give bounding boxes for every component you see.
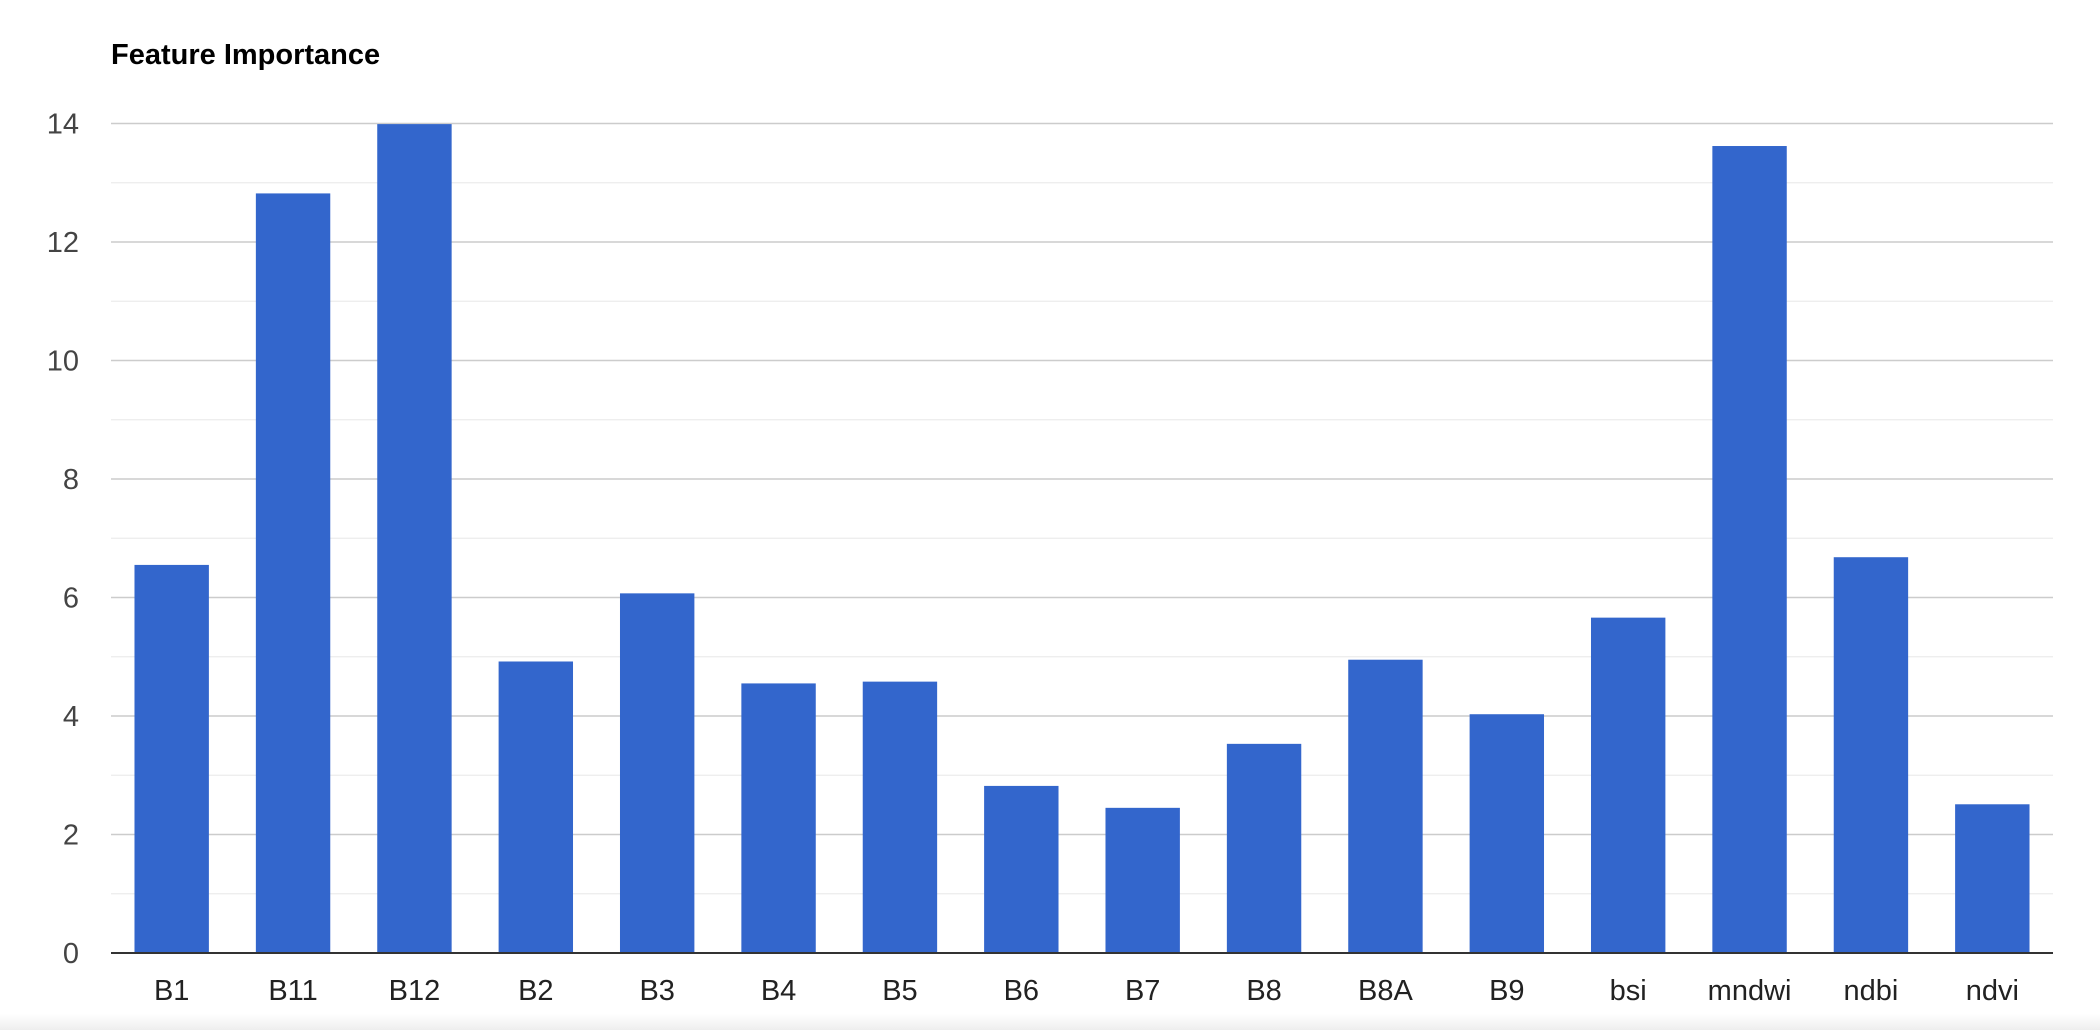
y-tick-label: 14 xyxy=(47,109,79,141)
bar-b6 xyxy=(984,785,1059,953)
y-tick-label: 0 xyxy=(63,938,79,970)
bar-ndvi xyxy=(1955,804,2030,953)
x-tick-label: ndvi xyxy=(1966,975,2019,1007)
bar-b2 xyxy=(498,661,574,953)
x-tick-label: B5 xyxy=(882,975,917,1007)
bar-b1 xyxy=(134,564,209,953)
x-tick-label: B11 xyxy=(268,975,317,1007)
chart-title: Feature Importance xyxy=(111,39,380,71)
x-tick-label: B1 xyxy=(154,975,189,1007)
bar-b3 xyxy=(619,593,695,953)
x-tick-label: ndbi xyxy=(1844,975,1899,1007)
bar-b5 xyxy=(862,681,938,953)
x-tick-label: mndwi xyxy=(1708,975,1792,1007)
x-tick-label: B12 xyxy=(389,975,441,1007)
x-tick-label: B9 xyxy=(1489,975,1524,1007)
bar-ndbi xyxy=(1833,557,1909,953)
y-tick-label: 10 xyxy=(47,346,79,378)
x-tick-label: B7 xyxy=(1125,975,1160,1007)
y-tick-label: 12 xyxy=(47,227,79,259)
bar-mndwi xyxy=(1712,146,1787,953)
bar-b8a xyxy=(1348,659,1423,953)
bottom-shadow xyxy=(0,1014,2100,1030)
bar-b7 xyxy=(1105,807,1180,953)
bar-b8 xyxy=(1226,743,1302,953)
y-tick-label: 4 xyxy=(63,701,79,733)
bar-bsi xyxy=(1590,617,1666,953)
y-axis-ticks: 0 2 4 6 8 10 12 14 xyxy=(47,109,79,971)
bar-b12 xyxy=(377,124,452,953)
bar-b9 xyxy=(1469,714,1545,953)
y-tick-label: 8 xyxy=(63,464,79,496)
y-tick-label: 6 xyxy=(63,583,79,615)
bar-b4 xyxy=(741,683,816,953)
x-axis-labels: B1 B11 B12 B2 B3 B4 B5 B6 B7 B8 B8A B9 bsi mndwi ndbi n… xyxy=(154,975,2019,1007)
x-tick-label: B6 xyxy=(1004,975,1039,1007)
x-tick-label: bsi xyxy=(1610,975,1647,1007)
x-tick-label: B8 xyxy=(1246,975,1281,1007)
x-tick-label: B3 xyxy=(639,975,674,1007)
x-tick-label: B2 xyxy=(518,975,553,1007)
y-tick-label: 2 xyxy=(63,820,79,852)
bar-b11 xyxy=(255,193,331,954)
x-tick-label: B4 xyxy=(761,975,796,1007)
x-tick-label: B8A xyxy=(1358,975,1413,1007)
bars xyxy=(134,124,2030,954)
